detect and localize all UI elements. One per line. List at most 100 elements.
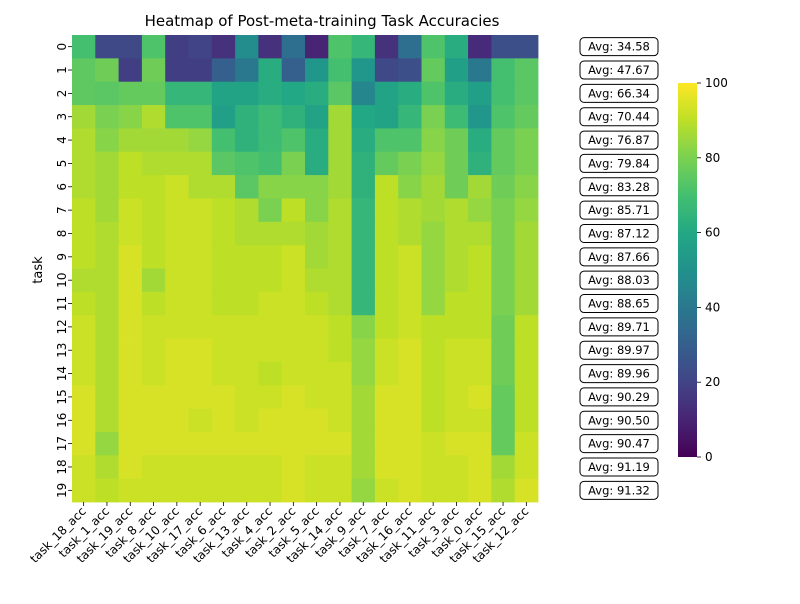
heatmap-cells (72, 35, 539, 503)
heatmap-cell (374, 81, 399, 106)
heatmap-cell (351, 58, 376, 83)
heatmap-cell (328, 35, 352, 59)
heatmap-cell (514, 198, 539, 223)
heatmap-cell (188, 291, 213, 316)
heatmap-cell (444, 478, 469, 503)
row-average-label: Avg: 90.47 (588, 437, 650, 451)
heatmap-cell (468, 105, 492, 129)
heatmap-cell (398, 245, 422, 269)
heatmap-cell (188, 128, 213, 153)
heatmap-cell (72, 478, 96, 503)
colorbar-tick-label: 20 (705, 375, 720, 389)
heatmap-cell (351, 175, 376, 199)
row-average-box: Avg: 91.32 (579, 480, 659, 500)
row-average-annotations: Avg: 34.58 Avg: 47.67 Avg: 66.34 Avg: 70.44… (579, 37, 659, 500)
heatmap-cell (398, 175, 422, 199)
heatmap-cell (141, 245, 166, 269)
heatmap-cell (188, 455, 213, 480)
heatmap-cell (235, 385, 259, 409)
heatmap-cell (141, 338, 166, 363)
row-average-frame (579, 60, 659, 80)
heatmap-cell (374, 408, 399, 433)
heatmap-cell (188, 58, 213, 83)
heatmap-cell (281, 151, 306, 176)
heatmap-cell (258, 105, 283, 129)
heatmap-cell (165, 105, 189, 129)
heatmap-cell (235, 245, 259, 269)
heatmap-cell (328, 268, 352, 293)
heatmap-cell (468, 81, 492, 106)
heatmap-cell (514, 175, 539, 199)
heatmap-cell (421, 408, 446, 433)
heatmap-cell (421, 221, 446, 246)
heatmap-cell (165, 408, 189, 433)
heatmap-cell (72, 128, 96, 153)
heatmap-cell (328, 361, 352, 386)
heatmap-cell (281, 431, 306, 456)
heatmap-cell (118, 315, 143, 339)
heatmap-cell (141, 128, 166, 153)
heatmap-cell (211, 58, 236, 83)
heatmap-cell (281, 455, 306, 480)
heatmap-cell (468, 385, 492, 409)
heatmap-cell (72, 291, 96, 316)
colorbar-tick-label: 0 (705, 450, 713, 464)
heatmap-cell (211, 315, 236, 339)
y-tick-label: 10 (55, 273, 69, 288)
heatmap-cell (305, 175, 329, 199)
heatmap-cell (118, 338, 143, 363)
row-average-frame (579, 410, 659, 430)
row-average-frame (579, 153, 659, 173)
heatmap-cell (351, 268, 376, 293)
heatmap-cell (165, 221, 189, 246)
heatmap-cell (351, 198, 376, 223)
heatmap-cell (95, 268, 119, 293)
heatmap-cell (351, 105, 376, 129)
heatmap-cell (258, 175, 283, 199)
heatmap-cell (398, 338, 422, 363)
heatmap-cell (398, 58, 422, 83)
row-average-frame (579, 130, 659, 150)
heatmap-cell (421, 58, 446, 83)
heatmap-cell (211, 431, 236, 456)
heatmap-cell (188, 478, 213, 503)
row-average-box: Avg: 47.67 (579, 60, 659, 80)
row-average-box: Avg: 91.19 (579, 457, 659, 477)
heatmap-cell (95, 291, 119, 316)
heatmap-cell (305, 385, 329, 409)
heatmap-cell (118, 128, 143, 153)
row-average-label: Avg: 66.34 (588, 86, 650, 100)
heatmap-cell (491, 408, 516, 433)
y-tick-label: 17 (55, 436, 69, 451)
heatmap-cell (141, 478, 166, 503)
heatmap-cell (95, 221, 119, 246)
heatmap-cell (165, 478, 189, 503)
heatmap-cell (258, 198, 283, 223)
heatmap-cell (281, 291, 306, 316)
y-tick-label: 14 (55, 366, 69, 381)
heatmap-cell (305, 268, 329, 293)
heatmap-cell (165, 315, 189, 339)
row-average-box: Avg: 87.12 (579, 223, 659, 243)
heatmap-cell (95, 455, 119, 480)
row-average-label: Avg: 91.19 (588, 460, 650, 474)
heatmap-cell (398, 408, 422, 433)
heatmap-cell (514, 361, 539, 386)
heatmap-cell (468, 35, 492, 59)
heatmap-cell (95, 81, 119, 106)
heatmap-cell (444, 268, 469, 293)
heatmap-cell (95, 128, 119, 153)
heatmap-cell (118, 105, 143, 129)
heatmap-cell (468, 431, 492, 456)
heatmap-cell (351, 408, 376, 433)
y-tick-label: 1 (55, 66, 69, 74)
heatmap-cell (141, 35, 166, 59)
y-tick-label: 9 (55, 253, 69, 261)
heatmap-cell (118, 151, 143, 176)
heatmap-cell (211, 175, 236, 199)
heatmap-cell (421, 35, 446, 59)
heatmap-cell (351, 431, 376, 456)
heatmap-cell (188, 245, 213, 269)
heatmap-cell (281, 221, 306, 246)
heatmap-cell (328, 431, 352, 456)
